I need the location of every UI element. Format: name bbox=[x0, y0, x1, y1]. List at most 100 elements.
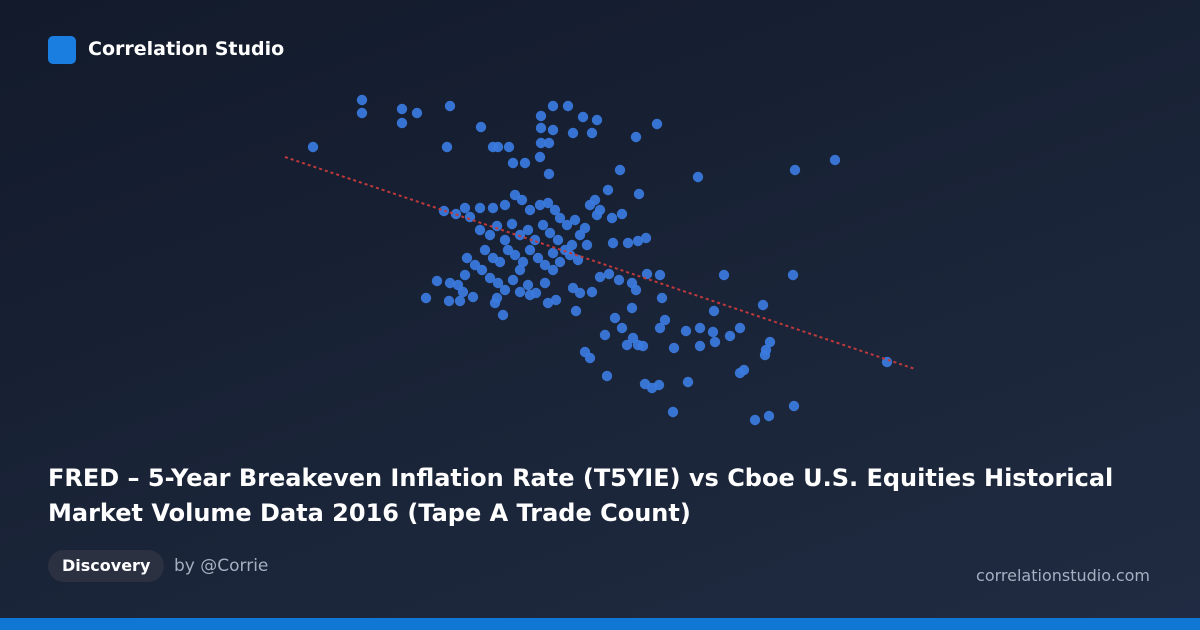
point bbox=[457, 286, 469, 298]
point bbox=[509, 249, 521, 261]
point bbox=[522, 224, 534, 236]
point bbox=[431, 275, 443, 287]
point bbox=[499, 199, 511, 211]
trend-line bbox=[284, 156, 916, 370]
point bbox=[562, 100, 574, 112]
point bbox=[709, 336, 721, 348]
point bbox=[441, 141, 453, 153]
point bbox=[474, 202, 486, 214]
point bbox=[603, 268, 615, 280]
point bbox=[599, 329, 611, 341]
tag[interactable]: Discovery bbox=[48, 550, 165, 582]
point bbox=[759, 349, 771, 361]
point bbox=[514, 286, 526, 298]
point bbox=[734, 322, 746, 334]
point bbox=[539, 277, 551, 289]
point bbox=[524, 244, 536, 256]
author[interactable]: by @Corrie bbox=[174, 556, 269, 576]
point bbox=[718, 269, 730, 281]
site-url[interactable]: correlationstudio.com bbox=[976, 566, 1150, 585]
point bbox=[524, 289, 536, 301]
point bbox=[467, 291, 479, 303]
point bbox=[396, 117, 408, 129]
point bbox=[708, 305, 720, 317]
chart-title: FRED – 5-Year Breakeven Inflation Rate (… bbox=[48, 464, 1114, 527]
point bbox=[550, 294, 562, 306]
point bbox=[543, 137, 555, 149]
point bbox=[554, 212, 566, 224]
point bbox=[667, 406, 679, 418]
point bbox=[514, 264, 526, 276]
point bbox=[654, 269, 666, 281]
point bbox=[475, 121, 487, 133]
point bbox=[554, 256, 566, 268]
point bbox=[539, 259, 551, 271]
point bbox=[659, 314, 671, 326]
point bbox=[444, 277, 456, 289]
point bbox=[491, 220, 503, 232]
point bbox=[633, 188, 645, 200]
point bbox=[763, 410, 775, 422]
point bbox=[544, 227, 556, 239]
point bbox=[787, 269, 799, 281]
brand: Correlation Studio bbox=[88, 38, 285, 60]
point bbox=[668, 342, 680, 354]
point bbox=[547, 124, 559, 136]
point bbox=[492, 141, 504, 153]
point bbox=[567, 127, 579, 139]
point bbox=[569, 214, 581, 226]
point bbox=[653, 379, 665, 391]
point bbox=[547, 100, 559, 112]
scatter-plot bbox=[284, 94, 916, 426]
point bbox=[499, 284, 511, 296]
point bbox=[532, 252, 544, 264]
point bbox=[459, 269, 471, 281]
point bbox=[484, 272, 496, 284]
point bbox=[586, 286, 598, 298]
point bbox=[549, 204, 561, 216]
point bbox=[626, 302, 638, 314]
point bbox=[566, 239, 578, 251]
point bbox=[601, 370, 613, 382]
point bbox=[411, 107, 423, 119]
point bbox=[682, 376, 694, 388]
point bbox=[609, 312, 621, 324]
point bbox=[524, 204, 536, 216]
point bbox=[637, 340, 649, 352]
point bbox=[356, 107, 368, 119]
point bbox=[534, 151, 546, 163]
point bbox=[443, 295, 455, 307]
point bbox=[651, 118, 663, 130]
point bbox=[764, 336, 776, 348]
point bbox=[586, 127, 598, 139]
point bbox=[476, 264, 488, 276]
point bbox=[564, 249, 576, 261]
point bbox=[694, 322, 706, 334]
point bbox=[514, 229, 526, 241]
point bbox=[461, 252, 473, 264]
point bbox=[444, 100, 456, 112]
point bbox=[543, 168, 555, 180]
point bbox=[622, 237, 634, 249]
point bbox=[734, 367, 746, 379]
point bbox=[492, 277, 504, 289]
point bbox=[534, 199, 546, 211]
point bbox=[630, 284, 642, 296]
point bbox=[491, 292, 503, 304]
point bbox=[591, 209, 603, 221]
point bbox=[630, 131, 642, 143]
point bbox=[484, 229, 496, 241]
point bbox=[356, 94, 368, 106]
point bbox=[606, 212, 618, 224]
point bbox=[788, 400, 800, 412]
point bbox=[522, 279, 534, 291]
point bbox=[507, 157, 519, 169]
point bbox=[616, 322, 628, 334]
point bbox=[621, 339, 633, 351]
point bbox=[570, 305, 582, 317]
point bbox=[602, 184, 614, 196]
point bbox=[594, 271, 606, 283]
point bbox=[552, 234, 564, 246]
point bbox=[607, 237, 619, 249]
